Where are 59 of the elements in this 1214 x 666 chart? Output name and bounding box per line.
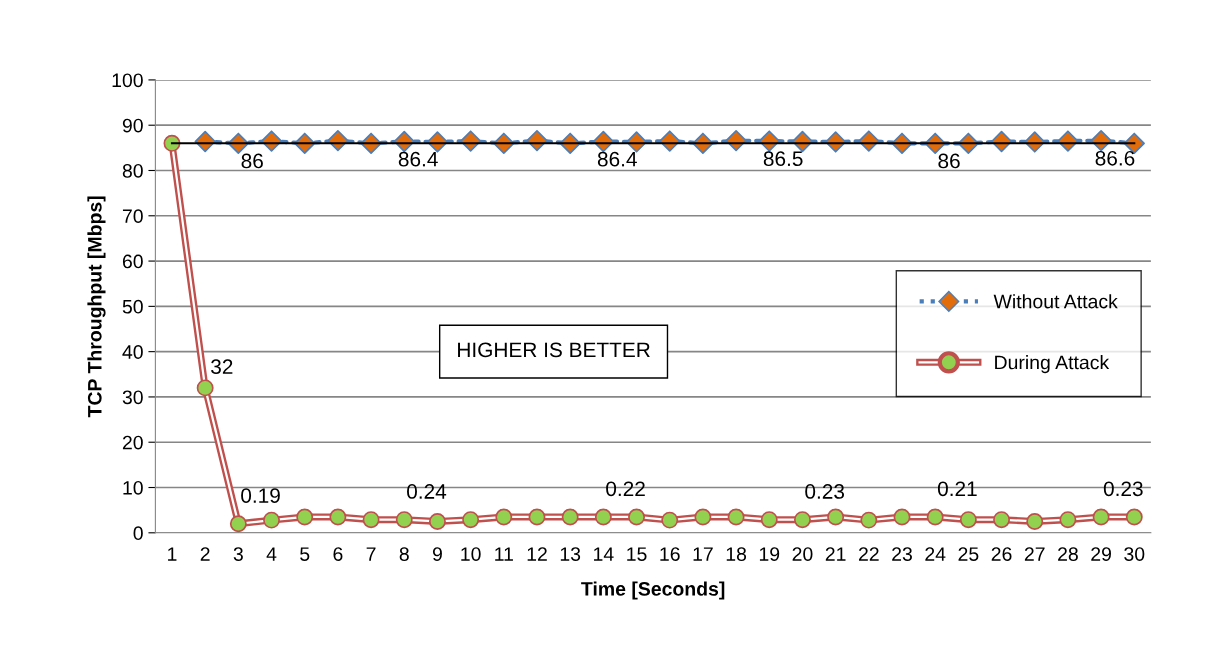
x-tick-label: 17: [693, 547, 713, 561]
data-label: 86: [938, 153, 960, 169]
annotation: 0.24: [407, 484, 447, 499]
x-tick-label: 3: [233, 547, 243, 561]
x-tick-label: 18: [726, 547, 747, 561]
x-tick-label: 1: [168, 547, 177, 561]
annotation: 0.23: [805, 484, 845, 499]
annotation: 0.22: [606, 481, 645, 497]
x-tick-label: 11: [495, 547, 513, 561]
x-tick-label: 16: [660, 547, 680, 561]
x-tick-label: 15: [627, 547, 647, 561]
x-tick-label: 23: [892, 547, 912, 561]
data-label: 86.4: [398, 151, 438, 167]
data-label: 86.6: [1095, 150, 1135, 166]
y-tick-label: 30: [122, 390, 143, 405]
y-tick-label: 0: [133, 526, 143, 541]
x-tick-label: 5: [300, 547, 310, 561]
x-tick-label: 27: [1024, 547, 1045, 561]
x-tick-label: 22: [858, 547, 879, 561]
x-tick-label: 30: [1124, 547, 1145, 561]
data-label: 86: [241, 153, 263, 169]
x-tick-label: 8: [399, 547, 409, 561]
x-tick-label: 29: [1091, 547, 1111, 561]
x-tick-label: 24: [925, 547, 946, 561]
y-tick-label: 50: [122, 299, 143, 314]
y-tick-label: 60: [122, 254, 143, 269]
x-tick-label: 7: [366, 547, 376, 561]
y-axis-title: TCP Throughput [Mbps]: [87, 196, 106, 418]
x-tick-label: 14: [594, 547, 614, 561]
x-tick-label: 9: [432, 547, 442, 561]
x-tick-label: 13: [560, 547, 581, 561]
y-tick-label: 80: [122, 163, 143, 178]
x-tick-label: 6: [333, 547, 343, 561]
x-tick-label: 25: [958, 547, 979, 561]
x-tick-label: 2: [200, 547, 210, 561]
x-tick-label: 12: [527, 547, 547, 561]
annotation: 0.21: [937, 481, 977, 497]
legend-label: Without Attack: [993, 294, 1118, 309]
x-tick-label: 26: [991, 547, 1012, 561]
x-tick-label: 21: [825, 547, 846, 561]
annotation: 0.19: [241, 488, 280, 503]
legend-label: During Attack: [995, 355, 1110, 374]
y-tick-label: 70: [122, 209, 143, 224]
data-label: 32: [211, 359, 233, 375]
y-tick-label: 20: [122, 435, 143, 450]
data-label: 86.4: [597, 151, 637, 167]
y-tick-label: 10: [123, 480, 143, 495]
y-tick-label: 90: [122, 118, 143, 133]
annotation: 0.23: [1103, 481, 1143, 497]
x-tick-label: 28: [1058, 547, 1078, 561]
y-tick-label: 40: [122, 345, 143, 359]
x-tick-label: 19: [759, 547, 780, 561]
x-tick-label: 10: [461, 547, 481, 561]
annotation: HIGHER IS BETTER: [458, 342, 650, 358]
y-tick-label: 100: [112, 73, 143, 88]
x-tick-label: 4: [266, 547, 277, 561]
x-axis-title: Time [Seconds]: [581, 581, 725, 600]
x-tick-label: 20: [792, 547, 813, 561]
data-label: 86.5: [763, 151, 803, 167]
